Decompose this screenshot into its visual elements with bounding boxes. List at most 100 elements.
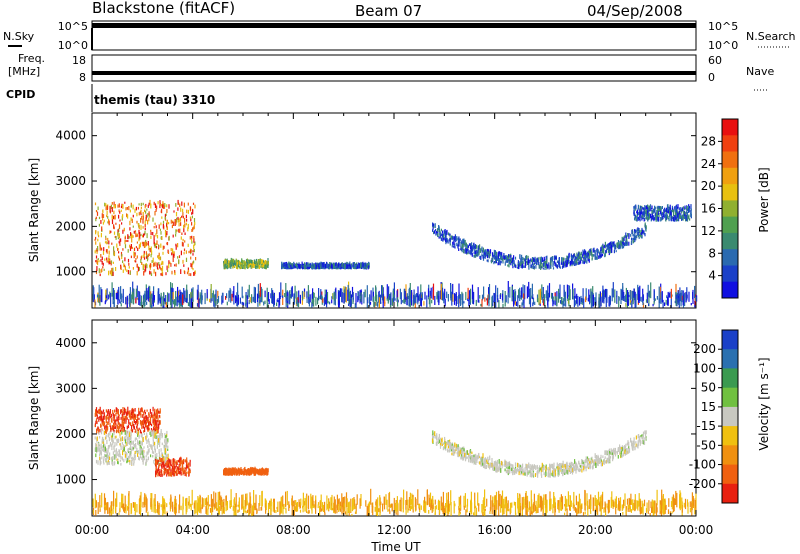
data-mark [541, 257, 544, 262]
data-mark [249, 259, 251, 264]
data-mark [298, 263, 300, 269]
data-mark [563, 261, 565, 266]
data-mark [179, 217, 182, 222]
data-mark [227, 468, 229, 472]
data-mark [632, 237, 634, 242]
data-mark [96, 211, 99, 216]
data-mark [119, 238, 121, 242]
data-mark [122, 229, 124, 234]
data-mark [539, 288, 541, 304]
data-mark [555, 262, 557, 267]
data-mark [100, 254, 102, 258]
data-mark [128, 419, 130, 424]
data-mark [432, 222, 434, 227]
data-mark [190, 256, 192, 260]
data-mark [366, 285, 368, 299]
data-mark [131, 291, 133, 300]
data-mark [485, 251, 488, 256]
data-mark [413, 289, 415, 305]
data-mark [297, 297, 299, 303]
data-mark [421, 293, 423, 301]
data-mark [98, 294, 100, 303]
data-mark [158, 262, 160, 266]
data-mark [105, 418, 107, 423]
data-mark [140, 217, 142, 223]
data-mark [232, 260, 234, 265]
data-mark [141, 262, 143, 265]
data-mark [159, 442, 161, 448]
data-mark [165, 435, 167, 438]
data-mark [99, 410, 102, 414]
data-mark [245, 472, 247, 475]
data-mark [111, 448, 113, 451]
data-mark [267, 293, 269, 302]
colorbar-swatch [722, 265, 738, 283]
data-mark [544, 294, 546, 307]
data-mark [156, 424, 158, 428]
data-mark [105, 425, 107, 429]
data-mark [460, 241, 462, 247]
data-mark [109, 442, 112, 446]
data-mark [106, 205, 108, 210]
data-mark [157, 435, 159, 440]
data-mark [142, 457, 144, 463]
data-mark [556, 264, 558, 269]
data-mark [475, 255, 477, 258]
data-mark [183, 252, 185, 255]
data-mark [516, 266, 519, 269]
data-mark [140, 421, 142, 425]
data-mark [574, 254, 576, 257]
data-mark [262, 472, 264, 475]
data-mark [263, 301, 265, 306]
data-mark [124, 436, 126, 441]
data-mark [171, 466, 174, 470]
data-mark [142, 301, 144, 306]
data-mark [509, 286, 511, 298]
data-mark [150, 303, 152, 308]
data-mark [132, 281, 134, 297]
data-mark [605, 288, 607, 298]
data-mark [165, 213, 167, 216]
data-mark [189, 206, 191, 211]
data-mark [249, 468, 251, 474]
data-mark [150, 434, 152, 437]
data-mark [145, 214, 147, 220]
data-mark [145, 256, 148, 259]
data-mark [95, 413, 97, 416]
nsky-tick-top: 10^5 [58, 20, 88, 33]
data-mark [103, 412, 105, 417]
data-mark [466, 249, 468, 254]
data-mark [289, 263, 291, 267]
data-mark [440, 232, 442, 235]
data-mark [642, 302, 645, 308]
data-mark [673, 216, 675, 221]
data-mark [191, 212, 193, 215]
data-mark [570, 255, 572, 259]
data-mark [187, 269, 190, 273]
data-mark [310, 263, 312, 268]
data-mark [319, 262, 321, 267]
data-mark [338, 291, 340, 308]
data-mark [140, 446, 142, 450]
data-mark [242, 473, 244, 476]
data-mark [444, 229, 446, 234]
data-mark [120, 437, 122, 442]
data-mark [162, 297, 164, 308]
data-mark [498, 251, 500, 256]
data-mark [434, 223, 436, 229]
data-mark [118, 429, 120, 434]
data-mark [615, 246, 617, 250]
data-mark [527, 255, 529, 261]
data-mark [101, 456, 103, 460]
data-mark [270, 293, 272, 299]
data-mark [296, 291, 298, 304]
data-mark [574, 263, 576, 266]
data-mark [113, 430, 115, 436]
data-mark [254, 259, 256, 265]
data-mark [197, 291, 199, 307]
data-mark [153, 235, 155, 240]
data-mark [127, 424, 130, 429]
data-mark [357, 262, 359, 267]
data-mark [695, 296, 697, 302]
data-mark [155, 435, 157, 439]
